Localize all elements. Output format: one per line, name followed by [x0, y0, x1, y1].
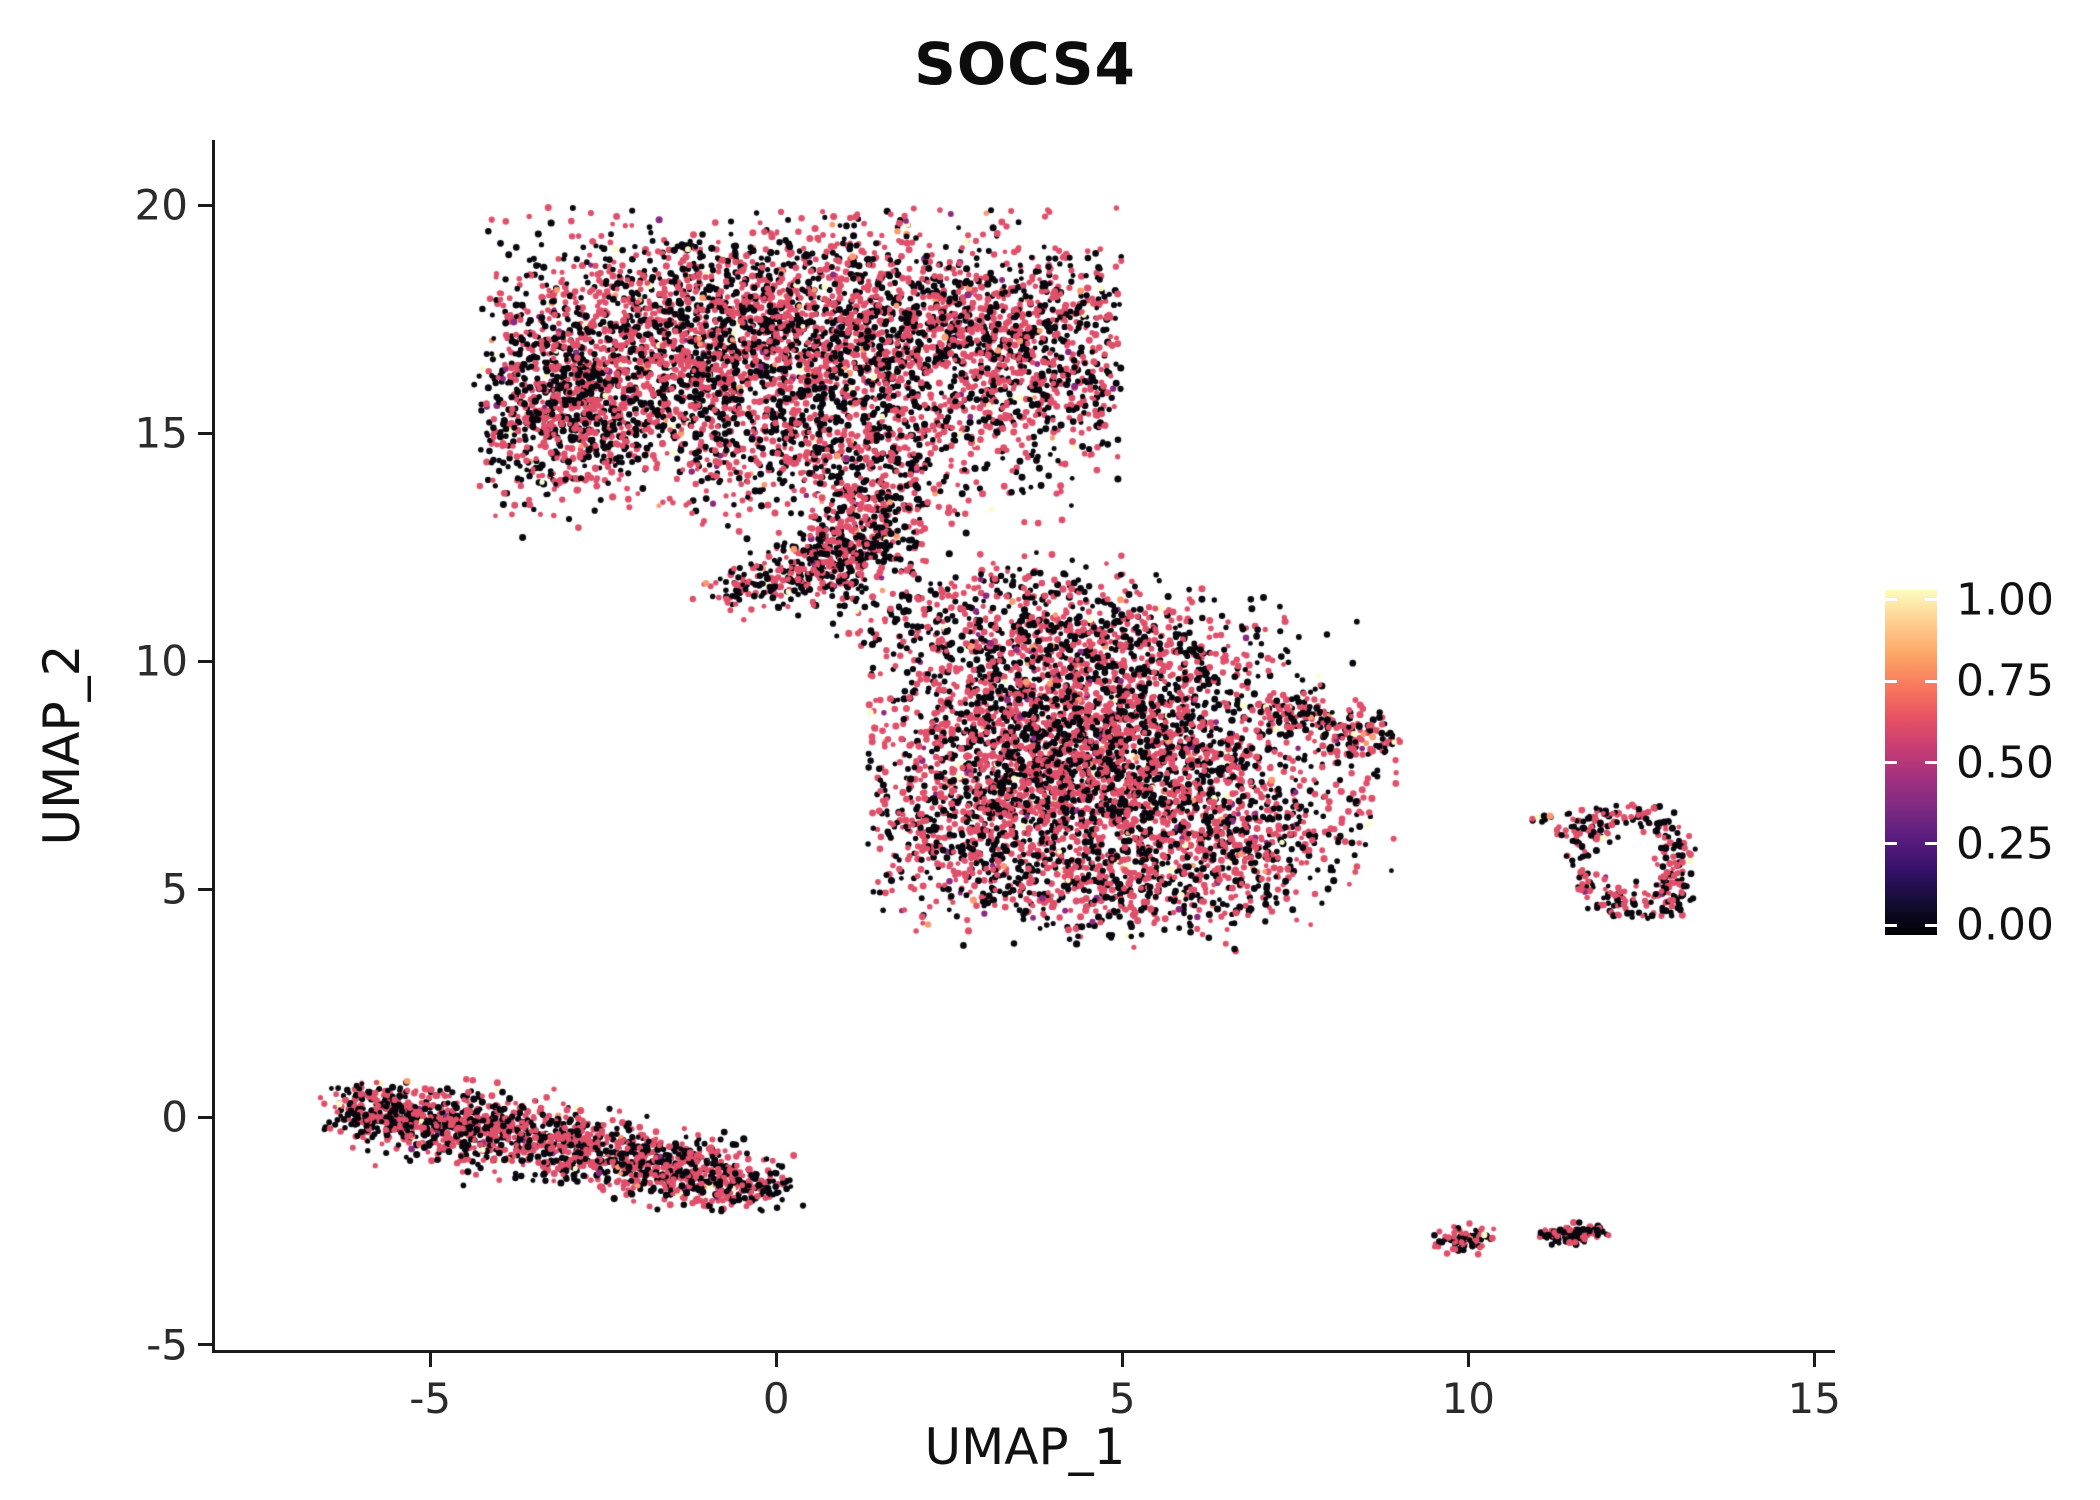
scatter-points-canvas — [215, 140, 1835, 1350]
legend-tick-mark — [1885, 761, 1897, 764]
y-tick-label: -5 — [146, 1320, 188, 1370]
legend-tick-mark — [1885, 679, 1897, 683]
y-tick-label: 10 — [134, 636, 188, 686]
legend-tick-label: 0.25 — [1956, 818, 2054, 870]
legend-tick-mark — [1925, 923, 1937, 927]
y-tick-mark — [198, 1115, 212, 1119]
x-tick-label: 5 — [1108, 1374, 1136, 1423]
x-tick-label: 0 — [762, 1374, 790, 1423]
legend-tick-mark — [1925, 842, 1937, 846]
x-axis-title: UMAP_1 — [924, 1418, 1126, 1476]
legend-tick-label: 1.00 — [1956, 574, 2054, 626]
y-tick-mark — [198, 203, 212, 207]
x-tick-mark — [1466, 1353, 1470, 1367]
x-tick-mark — [1120, 1353, 1124, 1367]
legend-tick-label: 0.00 — [1956, 899, 2054, 951]
plot-title: SOCS4 — [914, 30, 1136, 98]
y-tick-mark — [198, 1343, 212, 1347]
x-tick-mark — [428, 1353, 432, 1367]
y-axis-line — [212, 140, 215, 1353]
legend-tick-label: 0.75 — [1956, 655, 2054, 707]
x-tick-mark — [1812, 1353, 1816, 1367]
legend-tick-mark — [1885, 842, 1897, 846]
plot-panel — [215, 140, 1835, 1350]
y-tick-label: 0 — [161, 1092, 188, 1142]
legend-tick-mark — [1885, 923, 1897, 927]
y-tick-label: 5 — [161, 864, 188, 914]
y-tick-mark — [198, 887, 212, 891]
y-tick-mark — [198, 431, 212, 435]
legend-tick-mark — [1925, 679, 1937, 683]
y-tick-label: 20 — [134, 180, 188, 230]
x-tick-label: -5 — [409, 1374, 452, 1423]
legend-tick-label: 0.50 — [1956, 737, 2054, 788]
y-axis-title: UMAP_2 — [33, 644, 91, 846]
legend-tick-mark — [1885, 598, 1897, 602]
x-tick-mark — [774, 1353, 778, 1367]
legend-tick-mark — [1925, 761, 1937, 764]
y-tick-mark — [198, 659, 212, 663]
legend-tick-mark — [1925, 598, 1937, 602]
x-tick-label: 10 — [1441, 1374, 1495, 1423]
x-tick-label: 15 — [1787, 1374, 1841, 1423]
y-tick-label: 15 — [134, 408, 188, 458]
x-axis-line — [212, 1350, 1835, 1353]
